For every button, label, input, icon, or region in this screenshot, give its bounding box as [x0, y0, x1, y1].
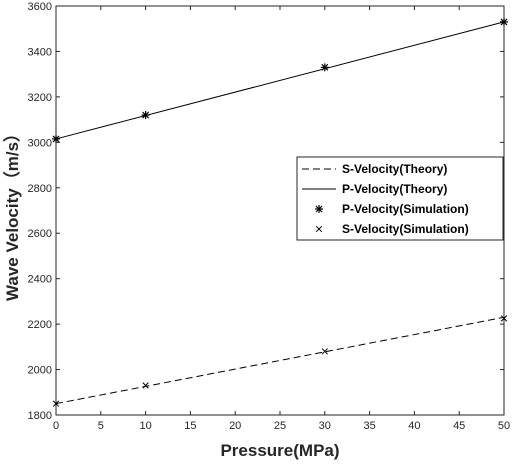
p-velocity-simulation-point: [500, 17, 508, 26]
legend-label: P-Velocity(Simulation): [342, 202, 469, 216]
series-layer: [55, 21, 505, 405]
legend-item: S-Velocity(Simulation): [315, 222, 469, 236]
x-tick-label: 10: [139, 420, 151, 432]
y-tick-label: 2600: [28, 228, 52, 240]
y-axis-title: Wave Velocity（m/s）: [2, 125, 22, 301]
legend-item: P-Velocity(Simulation): [315, 202, 469, 216]
s-velocity-simulation-point: [321, 348, 328, 355]
legend-box: [296, 156, 504, 241]
x-tick-label: 20: [229, 420, 241, 432]
y-tick-label: 3600: [28, 1, 52, 13]
markers-layer: [52, 17, 508, 407]
s-velocity-simulation-point: [500, 315, 508, 322]
series-line-p-velocity-theory: [55, 21, 505, 140]
y-tick-label: 3200: [28, 92, 52, 104]
p-velocity-simulation-point: [52, 134, 60, 143]
y-tick-label: 2400: [28, 274, 52, 286]
x-tick-label: 15: [184, 420, 196, 432]
s-velocity-simulation-point: [52, 400, 60, 407]
legend-label: P-Velocity(Theory): [342, 182, 447, 196]
legend-label: S-Velocity(Theory): [342, 162, 447, 176]
x-tick-label: 35: [363, 420, 375, 432]
x-tick-label: 40: [408, 420, 420, 432]
x-tick-label: 50: [498, 420, 510, 432]
x-tick-label: 30: [319, 420, 331, 432]
y-tick-label: 3000: [28, 137, 52, 149]
p-velocity-simulation-point: [320, 63, 329, 72]
s-velocity-simulation-point: [142, 382, 149, 389]
series-line-s-velocity-theory: [55, 316, 505, 405]
x-tick-label: 45: [453, 420, 465, 432]
y-tick-label: 2000: [28, 365, 52, 377]
legend-asterisk-swatch: [315, 205, 323, 213]
x-tick-label: 5: [98, 420, 104, 432]
y-tick-label: 2200: [28, 319, 52, 331]
legend-label: S-Velocity(Simulation): [342, 222, 469, 236]
legend-x-swatch: [315, 225, 323, 233]
x-tick-label: 0: [53, 420, 59, 432]
legend-item: S-Velocity(Theory): [302, 162, 447, 176]
x-axis-title: Pressure(MPa): [220, 441, 339, 460]
x-tick-label: 25: [274, 420, 286, 432]
p-velocity-simulation-point: [141, 111, 150, 120]
y-tick-label: 3400: [28, 46, 52, 58]
y-tick-label: 1800: [28, 410, 52, 422]
ticks-layer: 0 5 10 15 20 25 30 35 40 45 50 1800 2000 2200 2400 2600…: [28, 1, 511, 432]
legend: S-Velocity(Theory) P-Velocity(Theory) P-Ve…: [296, 156, 504, 241]
legend-item: P-Velocity(Theory): [302, 182, 447, 196]
y-tick-label: 2800: [28, 183, 52, 195]
